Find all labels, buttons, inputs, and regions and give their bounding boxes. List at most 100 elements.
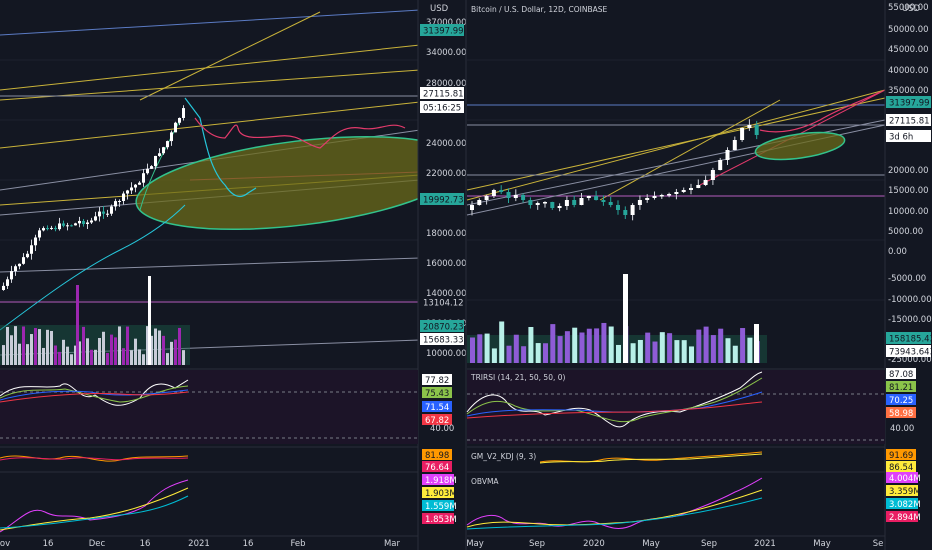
volume-bar: [134, 338, 137, 365]
price-axis-label: 45000.00: [888, 45, 929, 55]
time-axis-label: 2021: [754, 539, 776, 549]
indicator-tag-label: 87.08: [889, 370, 913, 380]
candle-body: [6, 279, 9, 286]
volume-bar: [50, 330, 53, 365]
left-projection-pink: [194, 117, 406, 149]
candle-body: [550, 202, 555, 208]
candle-body: [601, 200, 606, 202]
left-obv-lines: [0, 479, 189, 533]
price-axis-label: 10000.00: [426, 349, 467, 359]
candle-body: [484, 196, 489, 200]
right-rsi-title: TRIRSI (14, 21, 50, 50, 0): [470, 373, 566, 382]
indicator-tag-bg: [886, 449, 916, 460]
volume-bar: [513, 334, 519, 363]
candle-body: [710, 170, 715, 180]
left-rsi-lines: [0, 379, 189, 406]
right-projection-pink: [759, 91, 881, 133]
right-rsi-pane[interactable]: [467, 370, 885, 444]
price-tag-label: 15683.337: [423, 336, 469, 346]
volume-bar: [14, 326, 17, 365]
candle-body: [142, 173, 145, 183]
candle-body: [46, 228, 49, 230]
price-axis-label: 20000.00: [888, 166, 929, 176]
candle-body: [2, 285, 5, 290]
candle-body: [477, 200, 482, 205]
right-price-area[interactable]: [467, 0, 885, 368]
indicator-tag-bg: [886, 461, 916, 472]
candle-body: [506, 192, 511, 198]
indicator-tag-label: 4.004M: [889, 474, 921, 484]
right-ellipse-drawing[interactable]: [754, 128, 846, 164]
left-rsi-tags: 77.82 75.43 71.54 67.82: [422, 374, 452, 426]
indicator-tag-bg: [886, 394, 916, 405]
price-tag-bg: [420, 101, 464, 113]
right-rsi-axis-label: 40.00: [890, 424, 914, 434]
volume-bar: [18, 343, 21, 365]
candle-body: [162, 147, 165, 154]
indicator-tag-label: 1.918M: [425, 476, 457, 486]
candle-body: [608, 202, 613, 205]
left-chart-pane[interactable]: USD 37000.00 34000.00 28000.00 24000.00 2200…: [0, 0, 469, 550]
volume-bar: [616, 344, 621, 363]
price-axis-label: 35000.00: [888, 86, 929, 96]
indicator-tag-label: 1.853M: [425, 515, 457, 525]
time-axis-label: Se: [873, 539, 884, 549]
indicator-tag-bg: [422, 513, 454, 524]
left-kdj-tags: 81.98 76.64: [422, 449, 452, 473]
candle-body: [521, 195, 526, 200]
volume-bar: [608, 326, 614, 363]
volume-bar: [82, 326, 85, 365]
right-trendlines[interactable]: [466, 89, 886, 216]
volume-bar: [535, 343, 541, 363]
price-tag-label: 31397.99: [423, 27, 464, 37]
volume-bar: [86, 338, 89, 365]
candle-body: [740, 128, 745, 140]
volume-bar: [543, 343, 548, 363]
volume-bar: [126, 326, 129, 365]
indicator-tag-bg: [886, 381, 916, 392]
volume-bar: [162, 335, 165, 365]
candle-body: [42, 228, 45, 231]
indicator-tag-bg: [422, 500, 454, 511]
candle-body: [106, 213, 109, 215]
volume-bar: [70, 354, 73, 365]
candle-body: [572, 200, 577, 205]
candle-body: [182, 108, 185, 118]
candle-body: [110, 206, 113, 214]
volume-bar: [78, 341, 81, 365]
price-tag-bg: [886, 130, 931, 142]
left-time-axis[interactable]: ov 16 Dec 16 2021 16 Feb Mar: [0, 539, 401, 549]
left-projection-cyan: [184, 97, 257, 198]
indicator-tag-label: 2.894M: [889, 513, 921, 523]
candle-body: [616, 205, 620, 210]
volume-bar: [710, 335, 716, 363]
candle-body: [579, 198, 584, 205]
indicator-tag-bg: [886, 368, 916, 379]
volume-bar: [170, 341, 173, 365]
candle-body: [70, 225, 73, 227]
candle-body: [82, 220, 85, 225]
right-grid: [467, 59, 885, 301]
price-tag-label: 13104.12: [423, 299, 464, 309]
candle-body: [586, 196, 591, 198]
price-tag-bg: [886, 345, 931, 357]
left-candles[interactable]: [2, 105, 185, 291]
left-rsi-pane[interactable]: [0, 370, 418, 444]
indicator-tag-bg: [422, 461, 452, 472]
volume-bar: [499, 321, 505, 363]
volume-bar: [747, 337, 753, 363]
price-tag-bg: [886, 96, 931, 108]
price-tag-bg: [420, 320, 464, 332]
volume-bar: [158, 330, 161, 365]
right-chart-pane[interactable]: Bitcoin / U.S. Dollar, 12D, COINBASE USD…: [465, 0, 932, 550]
right-time-axis[interactable]: May Sep 2020 May Sep 2021 May Se: [466, 539, 883, 549]
right-candles[interactable]: [470, 119, 759, 221]
indicator-tag-label: 58.98: [889, 409, 913, 419]
right-price-tags: 31397.99 27115.81 3d 6h 158185.439 73943.643: [886, 96, 932, 358]
time-axis-label: Sep: [529, 539, 545, 549]
candle-body: [158, 153, 161, 156]
price-axis-label: 24000.00: [426, 139, 467, 149]
indicator-tag-bg: [422, 401, 452, 412]
candle-body: [78, 220, 81, 224]
